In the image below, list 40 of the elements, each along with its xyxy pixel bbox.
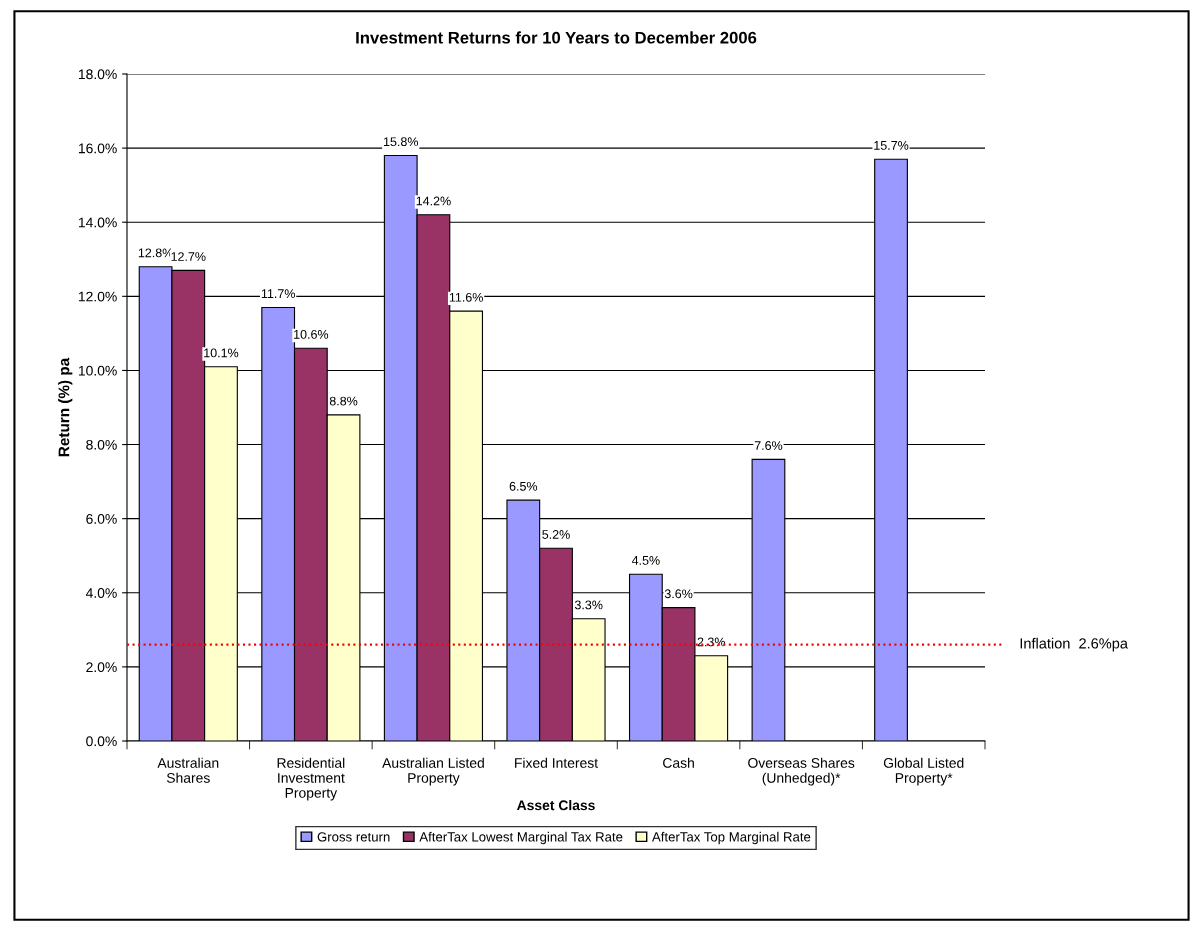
data-label: 11.7% xyxy=(261,289,295,298)
x-tick-label: Global Listed Property* xyxy=(883,757,964,786)
x-tick-label: Overseas Shares (Unhedged)* xyxy=(748,757,855,786)
data-label: 12.7% xyxy=(171,252,206,261)
data-label: 11.6% xyxy=(449,292,483,302)
data-label: 10.1% xyxy=(204,348,239,358)
data-label: 10.6% xyxy=(294,329,329,339)
x-tick-label: Fixed Interest xyxy=(515,757,598,768)
x-tick-label: Residential Investment Property xyxy=(277,757,345,801)
data-label: 8.8% xyxy=(329,396,358,406)
x-tick-label: Australian Listed Property xyxy=(382,757,484,786)
legend-label: AfterTax Lowest Marginal Tax Rate xyxy=(419,831,623,845)
legend-label: AfterTax Top Marginal Rate xyxy=(651,831,811,845)
x-axis-title: Asset Class xyxy=(516,800,595,811)
data-label: 7.6% xyxy=(754,441,783,450)
y-tick-label: 12.0% xyxy=(78,291,117,302)
y-tick-label: 0.0% xyxy=(86,736,117,747)
data-label: 4.5% xyxy=(631,556,660,565)
legend-label: Gross return xyxy=(317,832,390,842)
data-label: 15.8% xyxy=(383,137,419,147)
ref-line-label: Inflation 2.6%pa xyxy=(1020,637,1128,652)
y-tick-label: 4.0% xyxy=(85,588,117,598)
data-label: 14.2% xyxy=(416,196,451,206)
data-label: 5.2% xyxy=(542,530,570,539)
x-tick-label: Cash xyxy=(663,757,694,768)
chart-title: Investment Returns for 10 Years to December 2006 xyxy=(356,31,757,44)
y-axis-title: Return (%) pa xyxy=(58,357,73,457)
y-tick-label: 2.0% xyxy=(86,662,117,673)
data-label: 3.3% xyxy=(574,600,603,610)
data-label: 15.7% xyxy=(874,141,909,150)
x-tick-label: Australian Shares xyxy=(157,757,219,783)
data-label: 6.5% xyxy=(509,481,538,491)
y-tick-label: 8.0% xyxy=(86,439,117,450)
y-tick-label: 6.0% xyxy=(86,514,117,524)
y-tick-label: 18.0% xyxy=(78,69,117,80)
data-label: 3.6% xyxy=(664,589,693,599)
y-tick-label: 14.0% xyxy=(78,217,117,228)
y-tick-label: 10.0% xyxy=(78,365,117,376)
data-label: 2.3% xyxy=(697,637,726,647)
y-tick-label: 16.0% xyxy=(78,143,117,154)
